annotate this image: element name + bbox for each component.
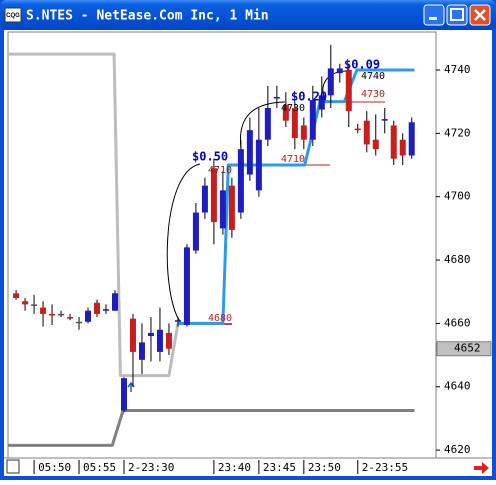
profit-annotation: $0.20 xyxy=(291,90,327,104)
app-icon-text: CQG xyxy=(6,13,20,19)
x-tick-label: 05:55 xyxy=(83,461,116,474)
candle-body xyxy=(40,307,47,314)
x-tick-label: 23:40 xyxy=(218,461,251,474)
candle-body xyxy=(165,332,172,349)
last-price-label: 4652 xyxy=(454,342,481,355)
app-icon xyxy=(4,7,22,23)
candle-body xyxy=(273,96,280,99)
x-tick-label: 23:50 xyxy=(308,461,341,474)
candle-body xyxy=(264,108,271,140)
price-label: 4680 xyxy=(208,313,232,324)
level-step-line xyxy=(8,52,180,378)
candle-body xyxy=(192,212,199,251)
price-label: 4710 xyxy=(281,154,305,165)
x-tick-label: 23:45 xyxy=(263,461,296,474)
x-tick-label: 05:50 xyxy=(38,461,71,474)
x-tick-label: 2-23:55 xyxy=(362,461,408,474)
candle-body xyxy=(156,329,163,352)
scroll-arrow[interactable] xyxy=(474,462,489,474)
y-tick-label: 4720 xyxy=(444,126,471,139)
candle-body xyxy=(67,317,74,319)
candle-body xyxy=(399,139,406,156)
maximize-icon xyxy=(450,8,464,21)
candle-body xyxy=(58,313,65,316)
candle-body xyxy=(327,68,334,96)
profit-annotation: $0.50 xyxy=(192,150,228,164)
candle-body xyxy=(174,320,181,322)
candle-body xyxy=(120,378,127,411)
candle-body xyxy=(246,130,253,175)
candle-body xyxy=(13,293,20,299)
close-icon xyxy=(474,9,486,21)
candle-body xyxy=(336,68,343,74)
candle-body xyxy=(237,149,244,213)
y-tick-label: 4680 xyxy=(444,253,471,266)
candle-body xyxy=(183,247,190,325)
profit-annotation: $0.09 xyxy=(344,58,380,72)
candle-body xyxy=(129,318,136,352)
minimize-icon xyxy=(429,17,437,20)
candle-body xyxy=(372,139,379,150)
candle-body xyxy=(219,190,226,229)
candle-body xyxy=(112,293,118,311)
y-tick-label: 4740 xyxy=(444,63,471,76)
candle-body xyxy=(103,309,110,311)
projection-arc xyxy=(166,163,201,325)
candle-body xyxy=(49,313,56,316)
candle-body xyxy=(76,321,83,324)
candle-body xyxy=(354,128,361,131)
last-price-box xyxy=(436,341,492,357)
y-tick-label: 4640 xyxy=(444,380,471,393)
candle-body xyxy=(85,310,92,322)
x-tick-label: 2-23:30 xyxy=(128,461,174,474)
candle-body xyxy=(291,108,298,139)
candle-body xyxy=(147,332,154,337)
candle-body xyxy=(300,125,307,140)
scroll-box[interactable] xyxy=(6,459,20,474)
candle-body xyxy=(228,185,235,230)
price-label: 4730 xyxy=(361,89,385,100)
y-tick-label: 4660 xyxy=(444,316,471,329)
candle-body xyxy=(282,104,289,121)
y-tick-label: 4620 xyxy=(444,443,471,456)
candle-body xyxy=(309,100,316,140)
candle-body xyxy=(31,304,38,306)
candle-body xyxy=(381,119,388,121)
window-title: S.NTES - NetEase.Com Inc, 1 Min xyxy=(26,9,269,24)
candle-body xyxy=(22,301,29,305)
price-label: 4710 xyxy=(208,165,232,176)
price-label: 4730 xyxy=(281,103,305,114)
candle-body xyxy=(345,70,352,112)
candle-body xyxy=(390,125,397,159)
candle-body xyxy=(201,185,208,213)
y-tick-label: 4700 xyxy=(444,190,471,203)
candle-body xyxy=(138,342,145,360)
candle-body xyxy=(408,122,415,156)
plot-area xyxy=(7,31,437,459)
price-label: 4740 xyxy=(361,71,385,82)
level-step-line xyxy=(8,408,415,447)
candle-body xyxy=(363,120,370,145)
minimize-button[interactable] xyxy=(423,4,445,26)
candle-body xyxy=(318,95,325,110)
candle-body xyxy=(255,139,262,191)
title-bar xyxy=(0,0,496,30)
candle-body xyxy=(94,302,101,314)
candle-body xyxy=(210,168,217,223)
